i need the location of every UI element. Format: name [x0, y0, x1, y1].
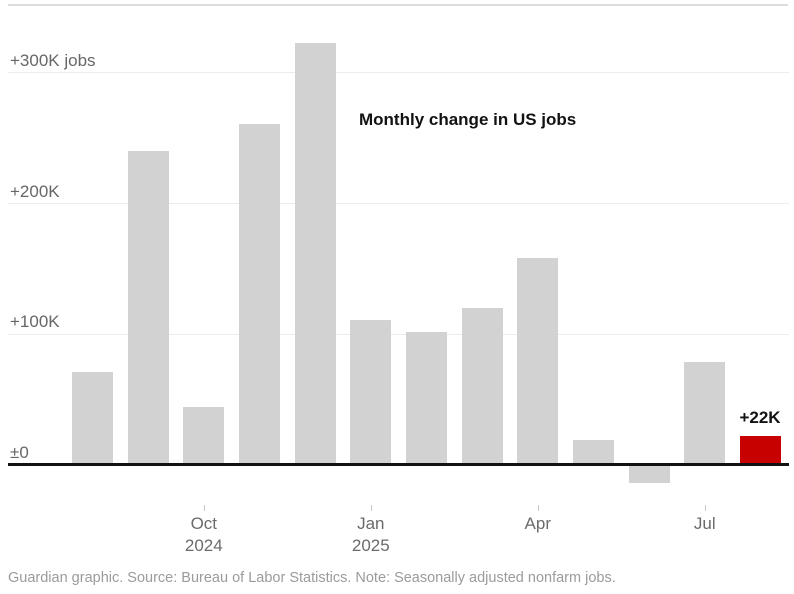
bar — [684, 361, 726, 465]
zero-baseline — [8, 463, 789, 466]
y-axis-tick-label: ±0 — [10, 443, 29, 462]
bar-highlighted — [739, 436, 781, 465]
bar — [461, 308, 503, 465]
gridline — [8, 203, 789, 205]
x-axis-tick-label: Jul — [693, 514, 716, 533]
last-bar-value-label: +22K — [739, 408, 781, 427]
y-axis-tick-label: +100K — [10, 312, 60, 332]
bar — [517, 258, 559, 465]
chart-title: Monthly change in US jobs — [359, 110, 577, 129]
bar — [72, 372, 113, 465]
bar — [127, 151, 169, 465]
bar — [405, 331, 447, 465]
x-axis-tick-label: Apr — [524, 514, 551, 533]
bar — [294, 42, 336, 465]
x-axis-tick-mark — [537, 505, 539, 511]
gridline — [8, 72, 789, 74]
bar — [350, 319, 392, 465]
y-axis-tick-label: +200K — [10, 181, 60, 201]
x-axis-tick-mark — [370, 505, 372, 511]
x-axis-tick-mark — [704, 505, 706, 511]
gridline — [8, 333, 789, 335]
x-axis-tick-label: Oct 2024 — [184, 514, 223, 555]
bar — [238, 123, 280, 465]
bar — [183, 407, 225, 465]
y-axis-tick-label: +300K jobs — [10, 50, 96, 70]
bar — [572, 440, 614, 465]
x-axis-tick-label: Jan 2025 — [351, 514, 390, 555]
top-rule — [8, 4, 788, 6]
bar — [628, 466, 670, 483]
source-note: Guardian graphic. Source: Bureau of Labo… — [8, 570, 616, 586]
x-axis-tick-mark — [203, 505, 205, 511]
